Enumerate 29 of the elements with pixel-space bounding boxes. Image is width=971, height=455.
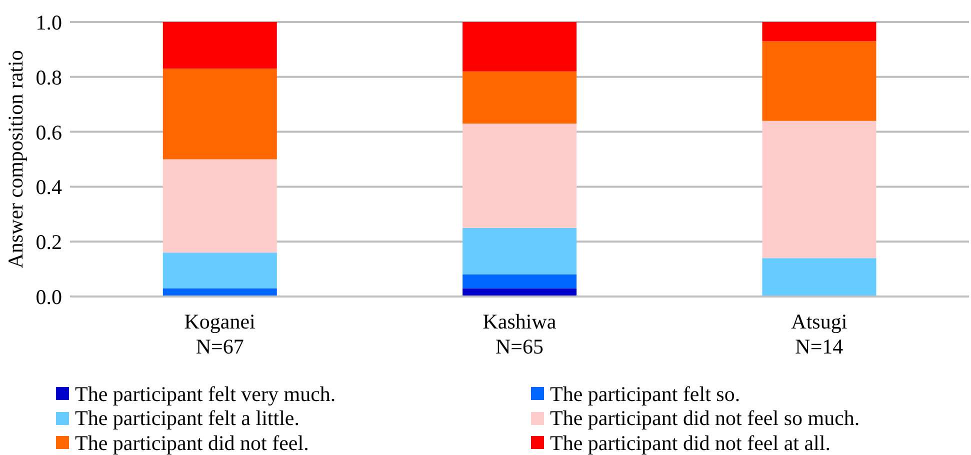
bar bbox=[462, 71, 577, 124]
bar bbox=[162, 159, 277, 253]
y-tick-label: 0.0 bbox=[36, 284, 62, 309]
bar bbox=[762, 22, 876, 42]
legend-label: The participant did not feel at all. bbox=[550, 430, 830, 455]
y-axis-title: Answer composition ratio bbox=[3, 50, 28, 268]
bar bbox=[462, 228, 577, 275]
bar bbox=[462, 124, 577, 228]
bar bbox=[462, 274, 577, 288]
legend-label: The participant did not feel so much. bbox=[550, 406, 860, 430]
bar bbox=[762, 41, 876, 121]
legend-label: The participant felt a little. bbox=[75, 406, 300, 430]
legend-label: The participant felt so. bbox=[550, 382, 740, 406]
bar bbox=[162, 22, 277, 69]
legend-label: The participant did not feel. bbox=[75, 430, 309, 455]
x-tick-label: Koganei N=67 bbox=[184, 310, 256, 358]
y-tick-label: 0.8 bbox=[36, 65, 62, 90]
bar bbox=[762, 120, 876, 258]
y-tick-label: 0.2 bbox=[36, 230, 62, 254]
y-tick-label: 0.4 bbox=[36, 175, 62, 200]
y-tick-label: 1.0 bbox=[36, 10, 62, 34]
x-tick-label: Kashiwa N=65 bbox=[482, 310, 557, 358]
x-tick-label: Atsugi N=14 bbox=[791, 310, 848, 358]
bar bbox=[462, 22, 577, 72]
legend-label: The participant felt very much. bbox=[75, 382, 336, 406]
bar bbox=[162, 68, 277, 160]
y-tick-label: 0.6 bbox=[36, 120, 62, 144]
bar bbox=[762, 258, 876, 296]
bar bbox=[162, 252, 277, 288]
